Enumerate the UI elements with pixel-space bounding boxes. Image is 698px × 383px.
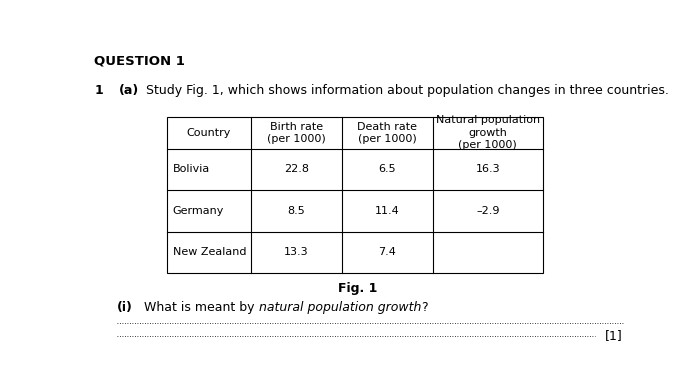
Text: What is meant by: What is meant by xyxy=(144,301,258,314)
Text: Natural population
growth
(per 1000): Natural population growth (per 1000) xyxy=(436,115,540,150)
Text: 1: 1 xyxy=(94,84,103,97)
Text: Germany: Germany xyxy=(172,206,224,216)
Text: ?: ? xyxy=(421,301,428,314)
Text: Study Fig. 1, which shows information about population changes in three countrie: Study Fig. 1, which shows information ab… xyxy=(146,84,669,97)
Text: 13.3: 13.3 xyxy=(284,247,309,257)
Text: Death rate
(per 1000): Death rate (per 1000) xyxy=(357,121,417,144)
Text: 7.4: 7.4 xyxy=(378,247,396,257)
Text: 6.5: 6.5 xyxy=(378,164,396,175)
Text: Birth rate
(per 1000): Birth rate (per 1000) xyxy=(267,121,326,144)
Text: Country: Country xyxy=(187,128,231,138)
Text: 16.3: 16.3 xyxy=(475,164,500,175)
Text: QUESTION 1: QUESTION 1 xyxy=(94,55,185,68)
Text: New Zealand: New Zealand xyxy=(172,247,246,257)
Text: Fig. 1: Fig. 1 xyxy=(338,283,378,295)
Text: (i): (i) xyxy=(117,301,133,314)
Text: Bolivia: Bolivia xyxy=(172,164,210,175)
Text: –2.9: –2.9 xyxy=(476,206,500,216)
Text: natural population growth: natural population growth xyxy=(258,301,421,314)
Text: 8.5: 8.5 xyxy=(288,206,305,216)
Text: 22.8: 22.8 xyxy=(284,164,309,175)
Text: (a): (a) xyxy=(119,84,139,97)
Text: 11.4: 11.4 xyxy=(375,206,400,216)
Text: [1]: [1] xyxy=(605,329,623,342)
